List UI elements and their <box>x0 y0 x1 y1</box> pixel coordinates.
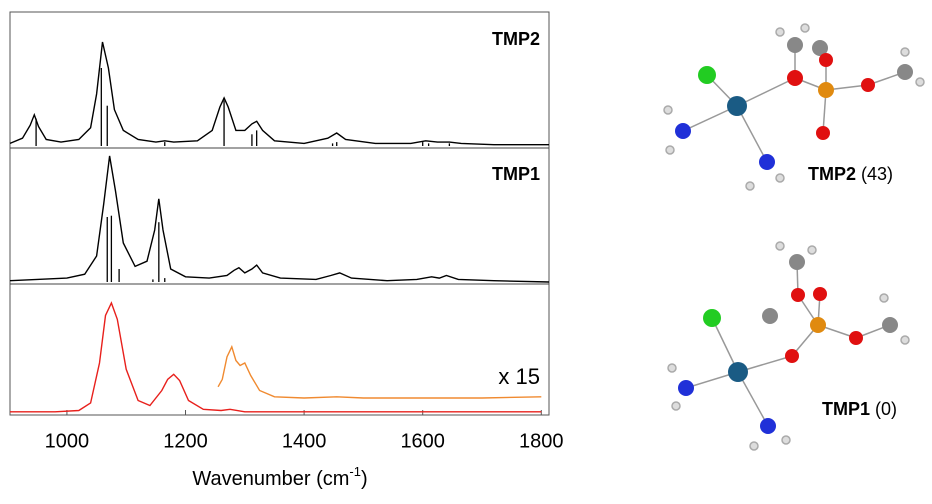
panel-label: TMP1 <box>492 164 540 184</box>
x-tick-label: 1800 <box>519 430 564 452</box>
structure-label: TMP2(43) <box>808 164 893 184</box>
annotation: x 15 <box>498 364 540 389</box>
structure-energy: (43) <box>861 164 893 184</box>
figure: TMP2 TMP1 x 15 Wavenumber (cm-1) TMP2(43… <box>0 0 932 499</box>
page: TMP2 TMP1 x 15 Wavenumber (cm-1) TMP2(43… <box>0 0 932 504</box>
structure-label: TMP1(0) <box>822 399 897 419</box>
structure-energy: (0) <box>875 399 897 419</box>
x-tick-label: 1400 <box>282 430 327 452</box>
x-label-text: Wavenumber (cm <box>192 468 349 490</box>
x-tick-label: 1600 <box>400 430 445 452</box>
molecule-tmp1 <box>668 242 909 450</box>
x-label-end: ) <box>361 468 368 490</box>
spectrum-line <box>10 42 549 145</box>
plot-frame <box>10 12 549 415</box>
x-tick-label: 1000 <box>45 430 90 452</box>
x-tick-label: 1200 <box>163 430 208 452</box>
structure-name: TMP2 <box>808 164 856 184</box>
spectrum-line <box>10 303 541 412</box>
panel-label: TMP2 <box>492 29 540 49</box>
x-label-sup: -1 <box>349 464 361 479</box>
spectrum-line <box>218 347 541 398</box>
x-axis-label: Wavenumber (cm-1) <box>192 464 367 490</box>
structure-name: TMP1 <box>822 399 870 419</box>
spectrum-line <box>10 156 549 282</box>
